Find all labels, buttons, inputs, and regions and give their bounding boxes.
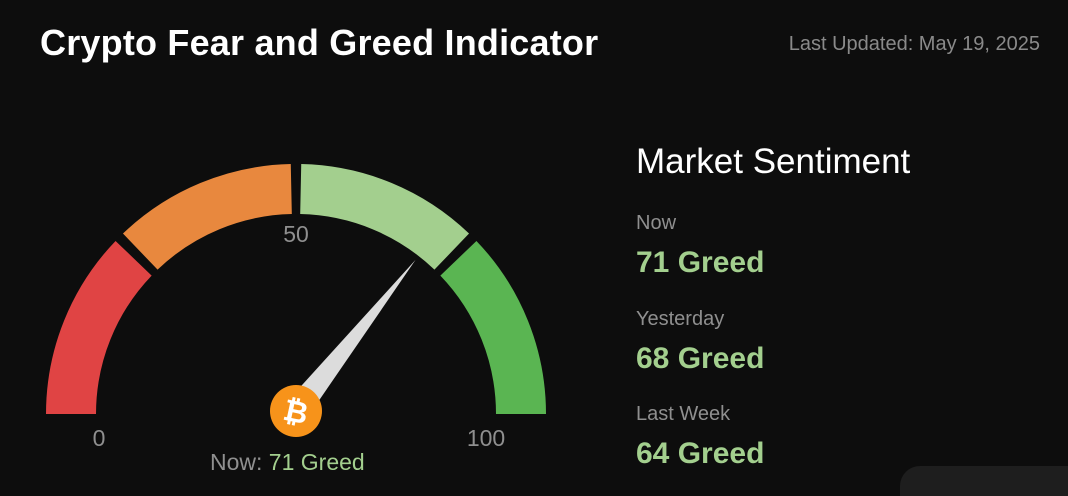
- gauge-segment-fear: [122, 164, 293, 270]
- bitcoin-icon: ₿: [270, 385, 322, 437]
- corner-overlay: [900, 466, 1068, 496]
- sentiment-label-yesterday: Yesterday: [636, 308, 725, 330]
- sentiment-label-last-week: Last Week: [636, 403, 731, 425]
- sentiment-value-yesterday: 68 Greed: [636, 342, 765, 375]
- gauge-now-caption: Now: 71 Greed: [210, 449, 365, 476]
- gauge-segment-greed: [299, 164, 470, 270]
- market-sentiment-heading: Market Sentiment: [636, 142, 911, 181]
- gauge-segment-extreme-greed: [439, 240, 546, 415]
- market-sentiment-panel: Market Sentiment Now 71 Greed Yesterday …: [636, 142, 1036, 470]
- page-title: Crypto Fear and Greed Indicator: [40, 22, 599, 63]
- sentiment-value-last-week: 64 Greed: [636, 437, 765, 470]
- gauge-needle: [285, 259, 416, 419]
- sentiment-label-now: Now: [636, 212, 677, 234]
- gauge-arcs: [46, 164, 546, 415]
- gauge-mid-label: 50: [283, 221, 309, 247]
- now-prefix: Now:: [210, 449, 269, 475]
- last-updated-text: Last Updated: May 19, 2025: [788, 33, 1040, 55]
- gauge-max-label: 100: [467, 425, 505, 451]
- now-value: 71 Greed: [268, 449, 365, 475]
- fear-greed-gauge: ₿ 50 0 100: [46, 164, 546, 451]
- sentiment-value-now: 71 Greed: [636, 246, 765, 279]
- gauge-min-label: 0: [93, 425, 106, 451]
- gauge-segment-extreme-fear: [46, 240, 153, 415]
